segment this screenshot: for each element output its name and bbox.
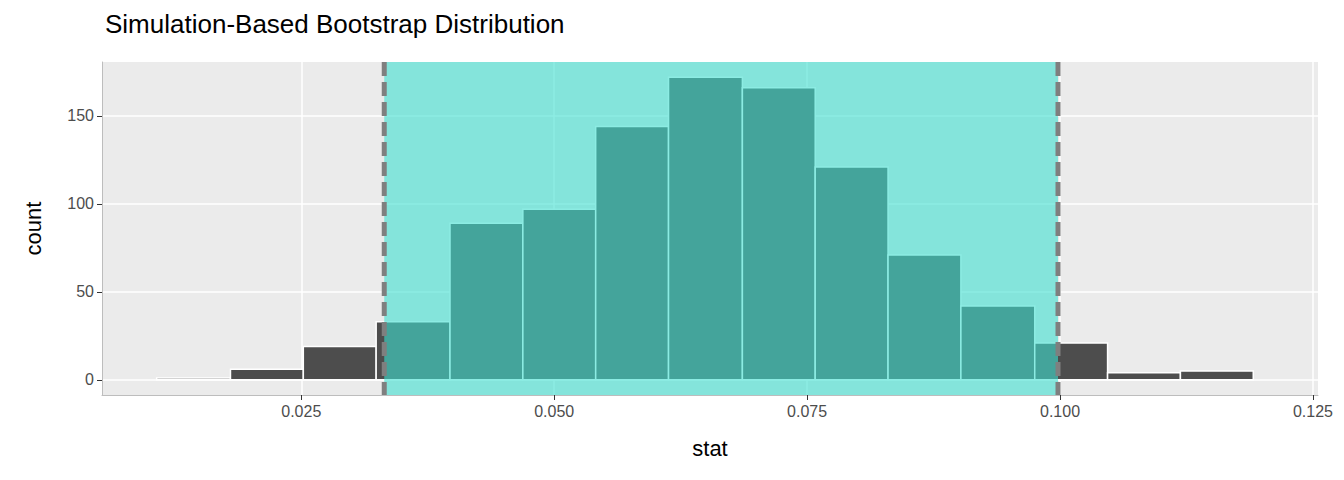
svg-text:0: 0 <box>85 371 94 388</box>
svg-text:0.050: 0.050 <box>534 403 574 420</box>
svg-text:50: 50 <box>76 283 94 300</box>
svg-text:0.100: 0.100 <box>1040 403 1080 420</box>
svg-text:0.025: 0.025 <box>281 403 321 420</box>
svg-text:stat: stat <box>692 436 727 461</box>
svg-text:150: 150 <box>67 107 94 124</box>
svg-text:Simulation-Based Bootstrap Dis: Simulation-Based Bootstrap Distribution <box>105 9 565 39</box>
svg-text:count: count <box>21 202 46 256</box>
svg-text:0.075: 0.075 <box>787 403 827 420</box>
svg-text:0.125: 0.125 <box>1293 403 1333 420</box>
svg-text:100: 100 <box>67 195 94 212</box>
